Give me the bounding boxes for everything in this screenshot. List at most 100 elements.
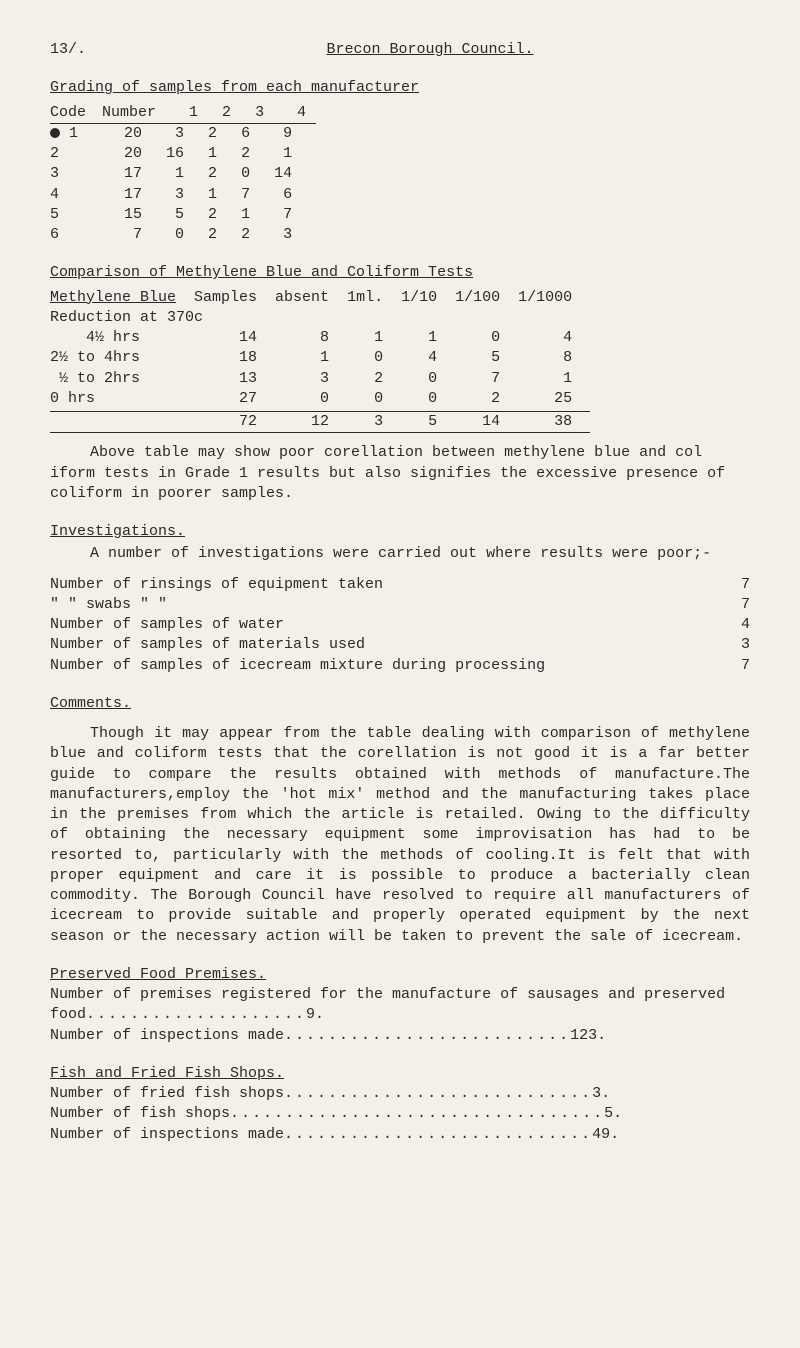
list-value: 7 <box>710 656 750 676</box>
table-row: 5155217 <box>50 205 316 225</box>
cell-c3: 0 <box>241 164 274 184</box>
table-row: 670223 <box>50 225 316 245</box>
investigations-intro: A number of investigations were carried … <box>50 544 750 564</box>
cell-ml: 1 <box>347 328 401 348</box>
list-label: Number of samples of water <box>50 615 710 635</box>
cell-c4: 9 <box>274 123 316 144</box>
list-item: Number of samples of water4 <box>50 615 750 635</box>
cell-c1: 5 <box>166 205 208 225</box>
preserved-list: Number of premises registered for the ma… <box>50 985 750 1046</box>
col-number: Number <box>102 103 166 124</box>
total-samples: 72 <box>194 412 275 433</box>
cell-number: 7 <box>102 225 166 245</box>
paragraph-corellation: Above table may show poor corellation be… <box>50 443 750 504</box>
grading-header-row: Code Number 1 2 3 4 <box>50 103 316 124</box>
cell-samples: 27 <box>194 389 275 409</box>
cell-c1: 16 <box>166 144 208 164</box>
cell-d100: 7 <box>455 369 518 389</box>
table-row: 4½ hrs1481104 <box>50 328 590 348</box>
cell-d10: 4 <box>401 348 455 368</box>
cell-number: 20 <box>102 144 166 164</box>
coliform-title: Comparison of Methylene Blue and Colifor… <box>50 263 750 283</box>
cell-code: 6 <box>50 225 102 245</box>
cell-d100: 5 <box>455 348 518 368</box>
cell-d10: 0 <box>401 389 455 409</box>
list-label: Number of inspections made <box>50 1027 284 1044</box>
cell-absent: 0 <box>275 389 347 409</box>
cell-code: 2 <box>50 144 102 164</box>
list-item: Number of rinsings of equipment taken7 <box>50 575 750 595</box>
cell-absent: 1 <box>275 348 347 368</box>
cell-samples: 14 <box>194 328 275 348</box>
list-item: " " swabs " "7 <box>50 595 750 615</box>
dots: .................... <box>86 1006 306 1023</box>
col-2: 2 <box>208 103 241 124</box>
col-samples: Samples <box>194 288 275 308</box>
list-label: Number of fish shops <box>50 1105 230 1122</box>
cell-d10: 0 <box>401 369 455 389</box>
cell-c3: 6 <box>241 123 274 144</box>
list-label: Number of rinsings of equipment taken <box>50 575 710 595</box>
table-row: 0 hrs27000225 <box>50 389 590 409</box>
table-row: 1203269 <box>50 123 316 144</box>
col-1ml: 1ml. <box>347 288 401 308</box>
grading-table: Code Number 1 2 3 4 12032692201612131712… <box>50 103 316 246</box>
list-label: Number of inspections made <box>50 1126 284 1143</box>
bullet-icon <box>50 128 60 138</box>
cell-absent: 8 <box>275 328 347 348</box>
list-value: 49. <box>592 1126 619 1143</box>
col-code: Code <box>50 103 102 124</box>
table-row: 2½ to 4hrs1810458 <box>50 348 590 368</box>
cell-code: 5 <box>50 205 102 225</box>
col-absent: absent <box>275 288 347 308</box>
cell-d100: 0 <box>455 328 518 348</box>
list-label: Number of samples of icecream mixture du… <box>50 656 710 676</box>
cell-c1: 3 <box>166 185 208 205</box>
coliform-total-row: 72 12 3 5 14 38 <box>50 412 590 433</box>
page-header: 13/. Brecon Borough Council. <box>50 40 750 60</box>
cell-c2: 2 <box>208 205 241 225</box>
reduction-label: Reduction at 370c <box>50 308 590 328</box>
list-value: 4 <box>710 615 750 635</box>
coliform-table: Methylene Blue Samples absent 1ml. 1/10 … <box>50 288 590 434</box>
list-label: Number of fried fish shops <box>50 1085 284 1102</box>
total-d1000: 38 <box>518 412 590 433</box>
cell-number: 17 <box>102 164 166 184</box>
cell-code: 3 <box>50 164 102 184</box>
dots: ............................ <box>284 1085 592 1102</box>
cell-d1000: 8 <box>518 348 590 368</box>
cell-label: ½ to 2hrs <box>50 369 194 389</box>
grading-title: Grading of samples from each manufacture… <box>50 78 750 98</box>
cell-c3: 2 <box>241 144 274 164</box>
cell-d1000: 25 <box>518 389 590 409</box>
cell-d1000: 4 <box>518 328 590 348</box>
preserved-title: Preserved Food Premises. <box>50 965 750 985</box>
dots: .................................. <box>230 1105 604 1122</box>
cell-number: 15 <box>102 205 166 225</box>
list-label: Number of samples of materials used <box>50 635 710 655</box>
cell-c2: 1 <box>208 185 241 205</box>
col-110: 1/10 <box>401 288 455 308</box>
cell-code: 1 <box>50 123 102 144</box>
cell-c4: 3 <box>274 225 316 245</box>
total-ml: 3 <box>347 412 401 433</box>
list-item: Number of samples of icecream mixture du… <box>50 656 750 676</box>
coliform-header-row: Methylene Blue Samples absent 1ml. 1/10 … <box>50 288 590 308</box>
total-label <box>50 412 194 433</box>
fish-list: Number of fried fish shops..............… <box>50 1084 750 1145</box>
cell-ml: 0 <box>347 389 401 409</box>
cell-c3: 1 <box>241 205 274 225</box>
col-4: 4 <box>274 103 316 124</box>
cell-d1000: 1 <box>518 369 590 389</box>
total-absent: 12 <box>275 412 347 433</box>
investigations-list: Number of rinsings of equipment taken7 "… <box>50 575 750 676</box>
cell-code: 4 <box>50 185 102 205</box>
list-item: Number of fish shops....................… <box>50 1104 750 1124</box>
cell-absent: 3 <box>275 369 347 389</box>
cell-ml: 2 <box>347 369 401 389</box>
cell-samples: 13 <box>194 369 275 389</box>
cell-c2: 2 <box>208 164 241 184</box>
cell-label: 4½ hrs <box>50 328 194 348</box>
comments-title: Comments. <box>50 694 750 714</box>
list-value: 9. <box>306 1006 324 1023</box>
